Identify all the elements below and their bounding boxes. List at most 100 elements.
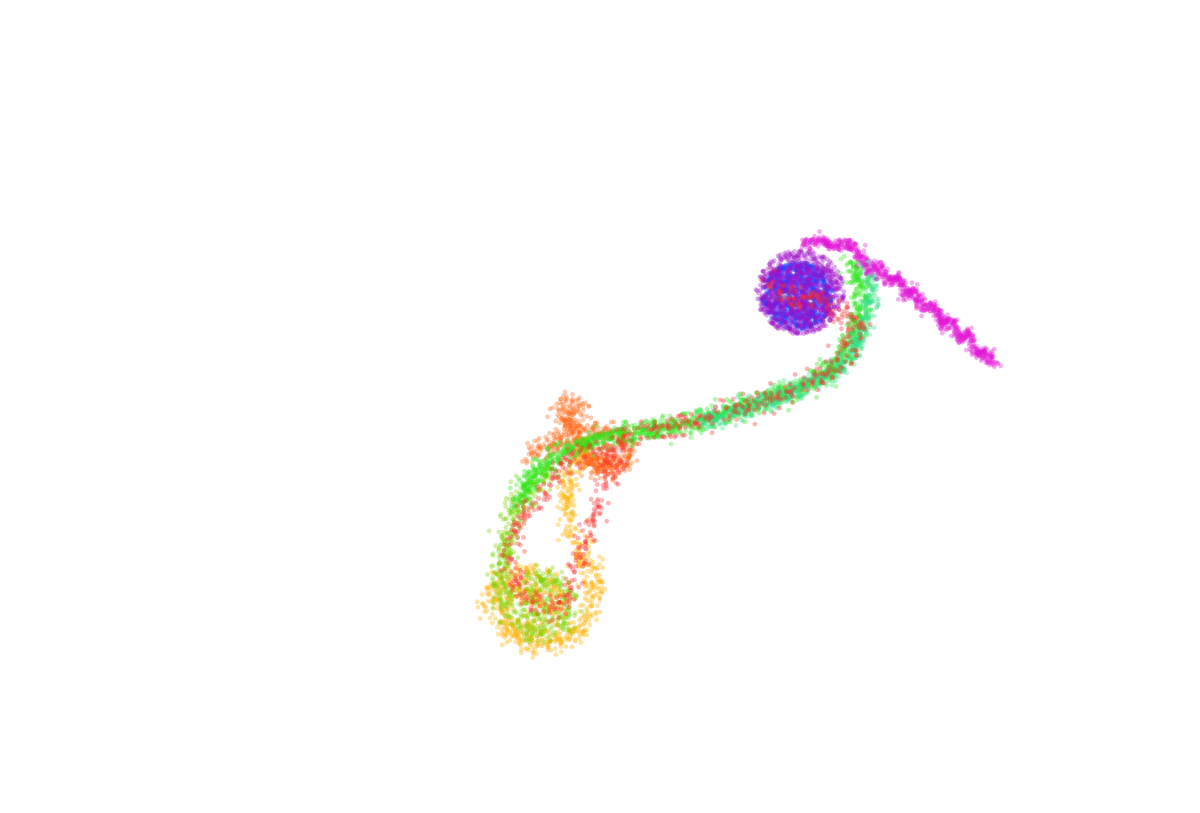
data-point (572, 613, 577, 618)
data-point (566, 432, 571, 438)
data-point (580, 444, 585, 449)
data-point (523, 456, 528, 462)
data-point (966, 330, 972, 335)
data-point (594, 438, 600, 444)
data-point (594, 458, 600, 463)
data-point (541, 639, 547, 645)
data-point (623, 431, 628, 436)
data-point (564, 534, 570, 539)
data-point (627, 448, 633, 453)
data-point (562, 389, 568, 395)
data-point (519, 578, 525, 584)
data-point (542, 469, 548, 474)
data-point (576, 560, 581, 566)
data-point (524, 632, 530, 638)
data-point (570, 392, 575, 397)
data-point (873, 276, 879, 282)
data-point (543, 583, 549, 589)
data-point (606, 426, 612, 432)
data-point (601, 438, 607, 444)
data-point (616, 464, 622, 469)
data-point (606, 428, 612, 434)
data-point (503, 606, 508, 612)
data-point (548, 626, 553, 632)
data-point (566, 416, 572, 422)
data-point (555, 484, 560, 490)
data-point (546, 639, 552, 645)
data-point (578, 453, 583, 458)
data-point (978, 346, 984, 352)
data-point (580, 427, 585, 433)
data-point (595, 459, 600, 465)
data-point (551, 431, 557, 436)
data-point (526, 636, 532, 642)
data-point (584, 442, 590, 448)
data-point (542, 458, 547, 463)
data-point (603, 459, 608, 464)
data-point (555, 583, 561, 589)
data-point (547, 453, 552, 459)
data-point (596, 594, 602, 600)
data-point (565, 629, 570, 635)
data-point (572, 455, 578, 461)
data-point (582, 465, 587, 470)
data-point (577, 423, 583, 429)
data-point (569, 430, 575, 436)
data-point (869, 308, 875, 313)
data-point (786, 407, 791, 413)
data-point (571, 430, 577, 436)
data-point (921, 307, 927, 313)
data-point (590, 429, 596, 435)
data-point (588, 459, 594, 465)
data-point (567, 419, 572, 425)
data-point (573, 425, 579, 430)
data-point (619, 432, 625, 437)
data-point (557, 517, 563, 522)
data-point (602, 434, 607, 440)
data-point (582, 426, 588, 432)
data-point (576, 470, 582, 476)
data-point (603, 453, 609, 459)
data-point (538, 446, 543, 451)
data-point (575, 563, 581, 569)
data-point (593, 431, 599, 437)
data-point (619, 436, 624, 442)
data-point (524, 460, 529, 466)
data-point (496, 576, 502, 582)
data-point (574, 440, 580, 446)
data-point (566, 440, 571, 446)
data-point (551, 449, 556, 454)
data-point (574, 628, 580, 634)
data-point (541, 442, 547, 448)
data-point (538, 576, 544, 582)
data-point (586, 461, 591, 467)
data-point (571, 428, 577, 434)
data-point (557, 409, 563, 414)
data-point (631, 448, 637, 454)
data-point (504, 580, 509, 585)
data-point (552, 571, 558, 577)
data-point (537, 444, 543, 450)
data-point (512, 608, 518, 614)
data-point (584, 447, 590, 453)
data-point (580, 439, 586, 445)
data-point (625, 454, 631, 460)
data-point (530, 464, 536, 470)
data-point (781, 378, 787, 383)
data-point (570, 441, 576, 446)
data-point (556, 414, 562, 420)
data-point (587, 430, 592, 436)
data-point (976, 350, 981, 356)
data-point (509, 491, 514, 497)
data-point (631, 426, 637, 432)
data-point (864, 257, 869, 262)
data-point (555, 504, 560, 510)
data-point (619, 442, 625, 447)
data-point (863, 271, 869, 276)
data-point (603, 426, 608, 431)
data-point (594, 457, 600, 463)
data-point (590, 456, 596, 462)
data-point (576, 409, 582, 415)
data-point (551, 435, 557, 441)
data-point (552, 622, 558, 628)
